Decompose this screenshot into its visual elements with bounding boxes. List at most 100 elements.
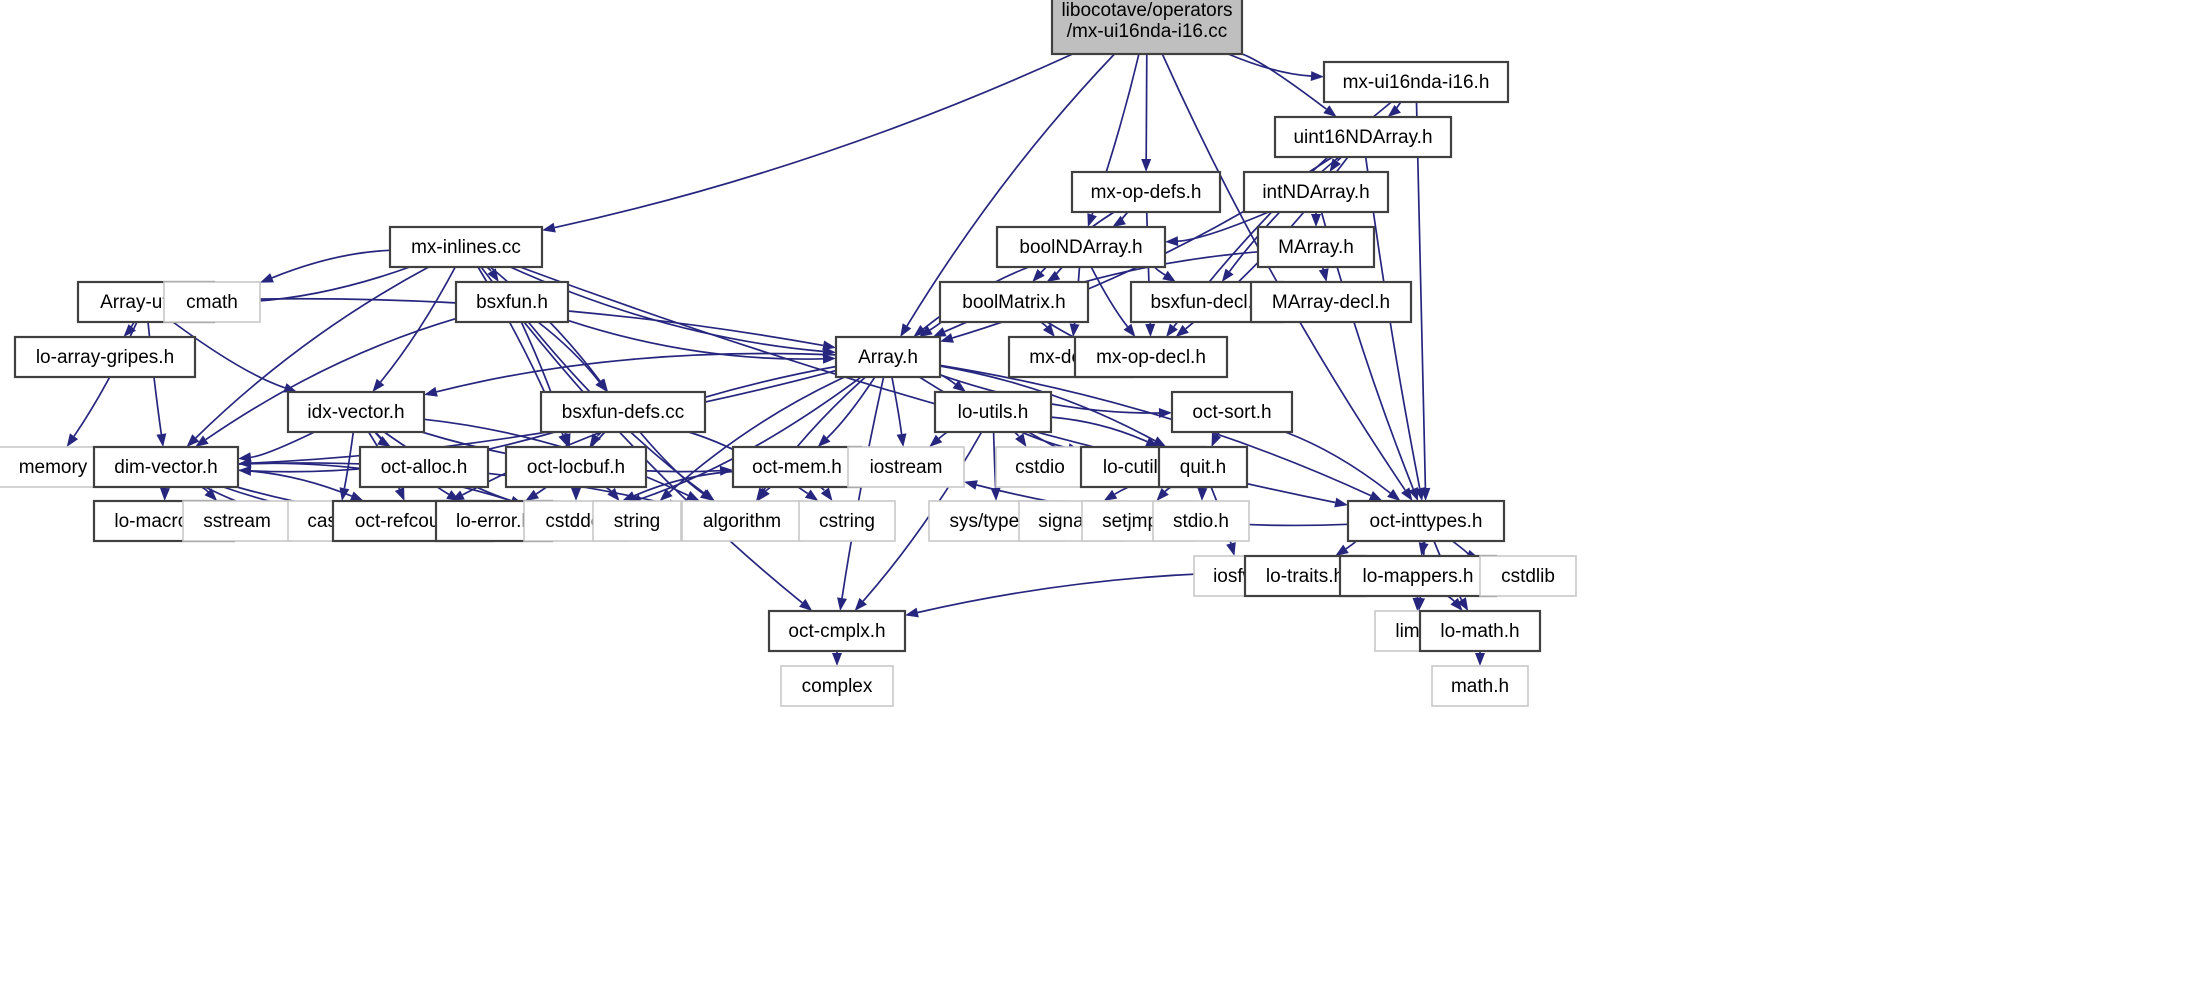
node-cstdlib[interactable]: cstdlib bbox=[1479, 555, 1577, 597]
node-box[interactable] bbox=[1273, 115, 1453, 159]
node-cstring[interactable]: cstring bbox=[798, 500, 896, 542]
node-mathh[interactable]: math.h bbox=[1431, 665, 1529, 707]
node-label: uint16NDArray.h bbox=[1293, 127, 1432, 148]
node-lomappers[interactable]: lo-mappers.h bbox=[1338, 554, 1498, 598]
node-box[interactable] bbox=[454, 280, 570, 324]
node-box[interactable] bbox=[847, 446, 965, 488]
node-root[interactable]: libocotave/operators/mx-ui16nda-i16.cc bbox=[1050, 0, 1244, 56]
node-box[interactable] bbox=[182, 500, 292, 542]
node-box[interactable] bbox=[1322, 60, 1510, 104]
edge-root-to-arrayh bbox=[906, 53, 1116, 327]
node-complex[interactable]: complex bbox=[780, 665, 894, 707]
node-box[interactable] bbox=[681, 500, 803, 542]
node-box[interactable] bbox=[1170, 390, 1294, 434]
arrowhead bbox=[424, 386, 438, 397]
node-label: dim-vector.h bbox=[114, 457, 217, 478]
arrowhead bbox=[260, 273, 274, 283]
node-memory[interactable]: memory bbox=[0, 446, 110, 488]
node-box[interactable] bbox=[798, 500, 896, 542]
node-box[interactable] bbox=[731, 445, 863, 489]
node-box[interactable] bbox=[1479, 555, 1577, 597]
node-octlocbuf[interactable]: oct-locbuf.h bbox=[504, 445, 648, 489]
node-box[interactable] bbox=[780, 665, 894, 707]
node-box[interactable] bbox=[92, 445, 240, 489]
node-box[interactable] bbox=[539, 390, 707, 434]
node-label: oct-locbuf.h bbox=[527, 457, 625, 478]
node-box[interactable] bbox=[504, 445, 648, 489]
node-octalloc[interactable]: oct-alloc.h bbox=[358, 445, 490, 489]
node-algorithm[interactable]: algorithm bbox=[681, 500, 803, 542]
node-box[interactable] bbox=[1050, 0, 1244, 56]
node-box[interactable] bbox=[358, 445, 490, 489]
node-box[interactable] bbox=[163, 281, 261, 323]
arrowhead bbox=[525, 489, 539, 501]
node-quit[interactable]: quit.h bbox=[1157, 445, 1249, 489]
node-dimvector[interactable]: dim-vector.h bbox=[92, 445, 240, 489]
arrowhead bbox=[1046, 270, 1061, 282]
node-box[interactable] bbox=[1431, 665, 1529, 707]
arrowhead bbox=[595, 378, 608, 392]
node-mxopdecl[interactable]: mx-op-decl.h bbox=[1073, 335, 1229, 379]
node-octinttypes[interactable]: oct-inttypes.h bbox=[1346, 499, 1506, 543]
node-intnd[interactable]: intNDArray.h bbox=[1242, 170, 1390, 214]
node-loutils[interactable]: lo-utils.h bbox=[933, 390, 1053, 434]
arrowhead bbox=[1323, 105, 1337, 117]
arrowhead bbox=[932, 327, 947, 337]
node-box[interactable] bbox=[13, 335, 197, 379]
node-stdio[interactable]: stdio.h bbox=[1152, 500, 1250, 542]
arrowhead bbox=[1175, 324, 1189, 337]
node-box[interactable] bbox=[1418, 609, 1542, 653]
node-marraydecl[interactable]: MArray-decl.h bbox=[1249, 280, 1413, 324]
node-lomath[interactable]: lo-math.h bbox=[1418, 609, 1542, 653]
edge-mxinlines-to-idxvector bbox=[379, 266, 457, 383]
node-box[interactable] bbox=[286, 390, 426, 434]
node-box[interactable] bbox=[1242, 170, 1390, 214]
arrowhead bbox=[1318, 268, 1329, 282]
arrowhead bbox=[686, 490, 700, 501]
node-uint16nd[interactable]: uint16NDArray.h bbox=[1273, 115, 1453, 159]
node-label: math.h bbox=[1451, 676, 1509, 697]
node-box[interactable] bbox=[834, 335, 942, 379]
node-bsxfundefs[interactable]: bsxfun-defs.cc bbox=[539, 390, 707, 434]
node-box[interactable] bbox=[592, 500, 682, 542]
arrowhead bbox=[1450, 597, 1463, 611]
node-box[interactable] bbox=[1256, 225, 1376, 269]
node-bsxfunh[interactable]: bsxfun.h bbox=[454, 280, 570, 324]
node-marray[interactable]: MArray.h bbox=[1256, 225, 1376, 269]
node-box[interactable] bbox=[767, 609, 907, 653]
arrowhead bbox=[896, 433, 907, 447]
node-idxvector[interactable]: idx-vector.h bbox=[286, 390, 426, 434]
node-box[interactable] bbox=[1073, 335, 1229, 379]
node-box[interactable] bbox=[933, 390, 1053, 434]
node-box[interactable] bbox=[1157, 445, 1249, 489]
node-box[interactable] bbox=[0, 446, 110, 488]
node-octmem[interactable]: oct-mem.h bbox=[731, 445, 863, 489]
edge-root-to-uint16nd bbox=[1241, 53, 1327, 110]
node-octcmplx[interactable]: oct-cmplx.h bbox=[767, 609, 907, 653]
arrowhead bbox=[1408, 487, 1418, 501]
arrowhead bbox=[832, 653, 842, 666]
node-box[interactable] bbox=[388, 225, 544, 269]
node-arrayh[interactable]: Array.h bbox=[834, 335, 942, 379]
node-boolmatrix[interactable]: boolMatrix.h bbox=[938, 280, 1090, 324]
node-string[interactable]: string bbox=[592, 500, 682, 542]
node-mxuih[interactable]: mx-ui16nda-i16.h bbox=[1322, 60, 1510, 104]
edge-mxinlines-to-dimvector bbox=[195, 266, 430, 439]
node-boolnd[interactable]: boolNDArray.h bbox=[995, 225, 1167, 269]
node-box[interactable] bbox=[1070, 170, 1222, 214]
node-sstream[interactable]: sstream bbox=[182, 500, 292, 542]
node-cmath[interactable]: cmath bbox=[163, 281, 261, 323]
node-mxinlines[interactable]: mx-inlines.cc bbox=[388, 225, 544, 269]
node-label: cstddef bbox=[545, 511, 607, 532]
node-box[interactable] bbox=[995, 446, 1085, 488]
node-loarraygripes[interactable]: lo-array-gripes.h bbox=[13, 335, 197, 379]
node-mxopdefs[interactable]: mx-op-defs.h bbox=[1070, 170, 1222, 214]
node-box[interactable] bbox=[938, 280, 1090, 324]
node-box[interactable] bbox=[1152, 500, 1250, 542]
node-box[interactable] bbox=[1346, 499, 1506, 543]
node-iostream[interactable]: iostream bbox=[847, 446, 965, 488]
node-octsort[interactable]: oct-sort.h bbox=[1170, 390, 1294, 434]
node-cstdio[interactable]: cstdio bbox=[995, 446, 1085, 488]
node-box[interactable] bbox=[1249, 280, 1413, 324]
node-box[interactable] bbox=[995, 225, 1167, 269]
